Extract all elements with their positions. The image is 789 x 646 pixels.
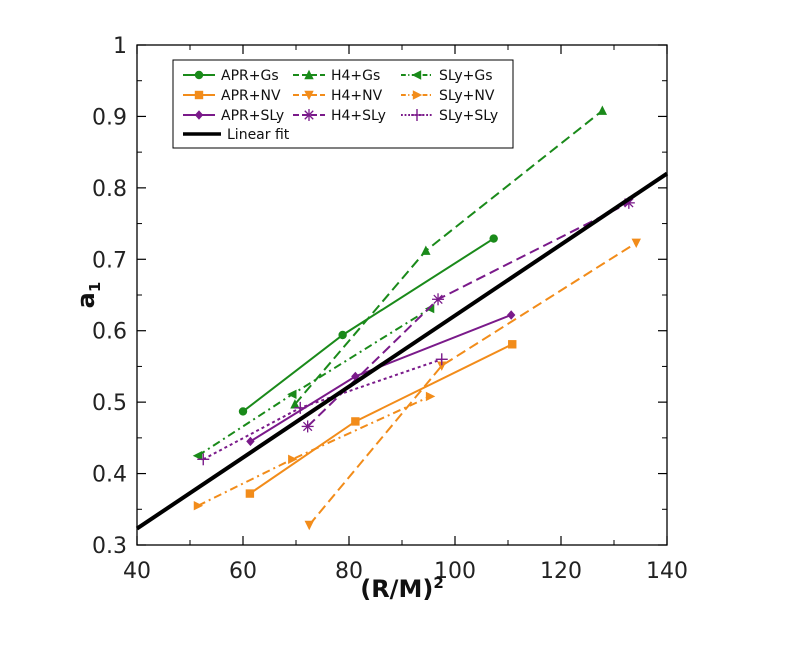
legend-label-apr-sly: APR+SLy [221,108,284,124]
legend-marker-apr-nv [194,90,204,100]
point-sly-sly-0 [197,453,210,466]
axis-titles: (R/M)2 a1 [72,282,444,603]
y-tick-label-4: 0.7 [92,248,127,273]
legend-entry-h4-sly: H4+SLy [293,108,386,124]
legend-entry-linear-fit: Linear fit [183,127,290,143]
legend-box [172,59,514,149]
point-apr-gs-1 [338,330,347,340]
y-tick-label-7: 1 [113,34,127,59]
series-linear-fit [135,171,669,531]
legend-marker-h4-sly-stroke-3 [304,110,314,120]
x-tick-label-5: 140 [646,559,688,584]
legend-label-apr-gs: APR+Gs [221,68,279,84]
y-axis-title: a1 [72,282,104,309]
series-apr-sly [246,310,516,447]
point-apr-nv-0 [245,489,255,498]
legend-entry-sly-gs: SLy+Gs [401,68,493,84]
series-h4-nv [304,238,641,531]
x-tick-label-1: 60 [229,559,257,584]
legend-marker-apr-sly [194,110,204,120]
x-tick-label-2: 80 [335,559,363,584]
point-apr-nv-1 [351,417,360,426]
point-h4-gs-1 [421,245,431,255]
x-tick-label-3: 100 [434,559,476,584]
x-tick-label-4: 120 [540,559,582,584]
x-tick-label-0: 40 [123,559,151,584]
legend-entry-apr-nv: APR+NV [183,88,281,104]
legend-label-sly-sly: SLy+SLy [439,108,498,124]
series-apr-nv [245,340,517,498]
axes-layer: 40 60 80 100 120 140 0.3 0.4 0.5 0.6 0.7 0.8 0.9 1 [92,34,688,584]
legend-entry-h4-gs: H4+Gs [293,68,380,84]
series-line-linear-fit [135,171,669,531]
point-h4-gs-0 [290,399,300,409]
legend-entry-sly-nv: SLy+NV [401,88,495,104]
x-axis-title: (R/M)2 [360,574,444,603]
series-sly-nv [193,391,436,511]
series-apr-gs [238,234,498,416]
point-h4-sly-1-stroke-3 [433,294,443,304]
point-h4-sly-1 [432,293,445,306]
legend-marker-sly-sly [411,109,423,121]
point-apr-sly-2 [506,310,516,320]
legend-marker-h4-sly [303,109,315,121]
legend-marker-h4-gs [304,69,314,80]
legend-marker-sly-gs [411,70,422,80]
point-sly-nv-0 [193,501,204,511]
point-h4-sly-2-stroke-3 [624,198,634,208]
series-line-h4-nv [308,242,637,526]
point-apr-gs-0 [238,407,248,416]
legend-label-apr-nv: APR+NV [221,88,281,104]
legend-entry-h4-nv: H4+NV [293,88,383,104]
legend-label-linear-fit: Linear fit [227,127,290,143]
point-sly-sly-1 [294,401,307,414]
series-sly-sly [197,353,448,466]
legend-label-sly-nv: SLy+NV [439,88,495,104]
point-h4-nv-2 [631,238,641,249]
point-sly-nv-2 [425,391,436,402]
point-h4-gs-2 [597,105,608,115]
point-sly-gs-0 [192,451,203,461]
series-layer [135,105,669,531]
legend-entry-sly-sly: SLy+SLy [401,108,498,124]
y-tick-label-5: 0.8 [92,177,127,202]
legend-label-h4-nv: H4+NV [331,88,383,104]
point-sly-nv-1 [288,454,298,464]
legend-entry-apr-sly: APR+SLy [183,108,284,124]
y-tick-label-3: 0.6 [92,320,127,345]
legend-label-sly-gs: SLy+Gs [439,68,493,84]
legend-marker-h4-nv [304,90,314,101]
point-h4-sly-0 [301,420,314,433]
y-tick-label-1: 0.4 [92,463,127,488]
legend: APR+Gs H4+Gs SLy+Gs APR+NV H4+NV SLy+NV APR+SL… [172,59,514,149]
legend-label-h4-gs: H4+Gs [331,68,380,84]
legend-label-h4-sly: H4+SLy [331,108,386,124]
legend-marker-sly-nv [412,90,423,100]
y-tick-label-2: 0.5 [92,391,127,416]
point-h4-sly-0-stroke-3 [302,421,313,432]
point-apr-nv-2 [508,340,517,349]
point-sly-sly-2 [435,353,448,366]
point-h4-nv-1 [437,361,447,371]
point-apr-sly-0 [246,436,255,447]
series-h4-gs [290,105,608,409]
y-tick-label-6: 0.9 [92,105,127,130]
legend-marker-apr-gs [194,70,204,80]
point-h4-nv-0 [304,520,314,531]
y-tick-label-0: 0.3 [92,534,127,559]
point-sly-gs-1 [287,389,297,399]
point-apr-gs-2 [489,234,498,243]
legend-entry-apr-gs: APR+Gs [183,68,279,84]
